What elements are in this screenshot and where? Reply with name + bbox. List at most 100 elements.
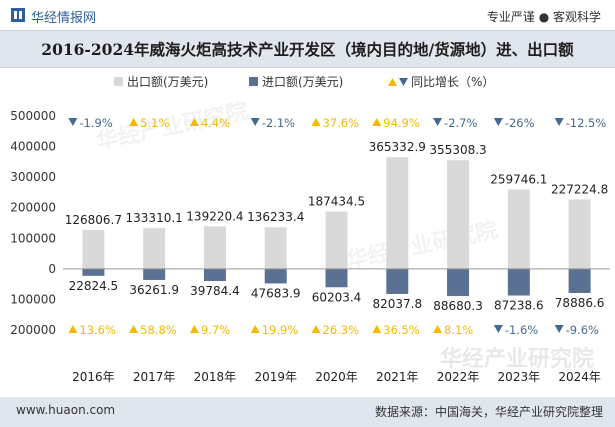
growth-indicator: -2.7% bbox=[433, 116, 477, 130]
export-value-label: 133310.1 bbox=[126, 211, 183, 225]
import-bar bbox=[264, 268, 287, 284]
growth-indicator: -1.6% bbox=[493, 323, 538, 337]
watermark-text: 华经产业研究院 bbox=[344, 217, 500, 274]
growth-indicator: 37.6% bbox=[311, 116, 359, 130]
growth-rows: -1.9% 13.6% 5.1% 58.8% 4.4% 9.7% -2.1% 19.9% 37.… bbox=[68, 116, 606, 337]
import-bar bbox=[143, 268, 166, 280]
up-triangle-icon bbox=[189, 325, 199, 333]
y-tick-label: 400000 bbox=[10, 140, 56, 154]
growth-indicator: 5.1% bbox=[129, 116, 169, 130]
import-value-label: 60203.4 bbox=[312, 290, 362, 304]
chart: 华经产业研究院 华经产业研究院 华经产业研究院 出口额(万美元) 进口额(万美元… bbox=[10, 75, 610, 384]
x-tick-label: 2024年 bbox=[558, 370, 601, 384]
growth-value: -12.5% bbox=[566, 116, 607, 130]
footer-bar: www.huaon.com 数据来源：中国海关，华经产业研究院整理 bbox=[0, 397, 615, 427]
legend-up-triangle-icon bbox=[388, 78, 397, 86]
legend-label-import: 进口额(万美元) bbox=[262, 75, 343, 89]
y-tick-label: 200000 bbox=[10, 323, 56, 337]
growth-indicator: -9.6% bbox=[554, 323, 599, 337]
up-triangle-icon bbox=[372, 325, 382, 333]
growth-value: -1.9% bbox=[79, 116, 112, 130]
import-bar bbox=[568, 268, 591, 293]
export-value-label: 126806.7 bbox=[65, 213, 122, 227]
up-triangle-icon bbox=[129, 325, 139, 333]
data-source: 数据来源：中国海关，华经产业研究院整理 bbox=[374, 405, 603, 419]
growth-value: -9.6% bbox=[566, 323, 599, 337]
up-triangle-icon bbox=[68, 325, 78, 333]
export-bar bbox=[203, 226, 226, 269]
legend-label-growth: 同比增长（%） bbox=[411, 75, 494, 89]
growth-indicator: 13.6% bbox=[68, 323, 116, 337]
up-triangle-icon bbox=[311, 118, 321, 126]
export-value-label: 139220.4 bbox=[186, 209, 243, 223]
export-value-label: 259746.1 bbox=[490, 172, 547, 186]
import-value-label: 47683.9 bbox=[251, 286, 301, 300]
y-tick-label: 100000 bbox=[10, 231, 56, 245]
growth-value: 26.3% bbox=[323, 323, 360, 337]
export-value-label: 136233.4 bbox=[247, 210, 304, 224]
import-value-label: 39784.4 bbox=[190, 284, 240, 298]
y-tick-label: 200000 bbox=[10, 201, 56, 215]
growth-value: 58.8% bbox=[140, 323, 177, 337]
export-value-label: 355308.3 bbox=[429, 143, 486, 157]
growth-value: 36.5% bbox=[383, 323, 420, 337]
down-triangle-icon bbox=[554, 118, 564, 126]
export-bar bbox=[568, 199, 591, 269]
import-value-label: 22824.5 bbox=[69, 279, 119, 293]
export-value-label: 365332.9 bbox=[369, 140, 426, 154]
export-bar bbox=[82, 230, 105, 269]
up-triangle-icon bbox=[372, 118, 382, 126]
y-tick-label: 300000 bbox=[10, 170, 56, 184]
growth-indicator: -12.5% bbox=[554, 116, 607, 130]
import-value-label: 36261.9 bbox=[129, 283, 179, 297]
up-triangle-icon bbox=[189, 118, 199, 126]
bar-series bbox=[82, 157, 591, 296]
import-bar bbox=[203, 268, 226, 282]
import-bar bbox=[82, 268, 105, 276]
x-tick-label: 2023年 bbox=[498, 370, 541, 384]
top-bar: 华经情报网 专业严谨 ● 客观科学 bbox=[0, 0, 615, 30]
legend-label-export: 出口额(万美元) bbox=[127, 75, 208, 89]
up-triangle-icon bbox=[129, 118, 139, 126]
y-tick-label: 0 bbox=[48, 262, 56, 276]
growth-value: 94.9% bbox=[383, 116, 420, 130]
export-bar bbox=[507, 189, 530, 269]
value-labels: 126806.7 22824.5 133310.1 36261.9 139220.4 39… bbox=[65, 140, 608, 313]
import-bar bbox=[447, 268, 470, 296]
chart-legend: 出口额(万美元) 进口额(万美元) 同比增长（%） bbox=[114, 75, 494, 89]
up-triangle-icon bbox=[311, 325, 321, 333]
growth-indicator: -1.9% bbox=[68, 116, 113, 130]
y-tick-label: 500000 bbox=[10, 109, 56, 123]
legend-down-triangle-icon bbox=[399, 78, 408, 86]
growth-value: 8.1% bbox=[444, 323, 473, 337]
x-tick-label: 2020年 bbox=[315, 370, 358, 384]
legend-swatch-import bbox=[249, 77, 258, 86]
down-triangle-icon bbox=[433, 118, 443, 126]
x-tick-label: 2021年 bbox=[376, 370, 419, 384]
growth-value: -1.6% bbox=[505, 323, 538, 337]
down-triangle-icon bbox=[554, 325, 564, 333]
growth-value: -26% bbox=[505, 116, 535, 130]
watermark-text: 华经产业研究院 bbox=[440, 346, 594, 372]
import-bar bbox=[386, 268, 409, 294]
export-bar bbox=[143, 228, 166, 269]
growth-indicator: 4.4% bbox=[189, 116, 230, 130]
down-triangle-icon bbox=[493, 325, 503, 333]
footer-url: www.huaon.com bbox=[16, 403, 116, 417]
growth-indicator: 94.9% bbox=[372, 116, 420, 130]
growth-indicator: 26.3% bbox=[311, 323, 360, 337]
export-bar bbox=[386, 157, 409, 269]
export-bar bbox=[447, 160, 470, 269]
growth-indicator: -26% bbox=[493, 116, 535, 130]
x-tick-label: 2022年 bbox=[437, 370, 480, 384]
x-tick-label: 2016年 bbox=[72, 370, 115, 384]
growth-value: 4.4% bbox=[201, 116, 230, 130]
growth-value: 19.9% bbox=[262, 323, 299, 337]
growth-indicator: 58.8% bbox=[129, 323, 177, 337]
import-value-label: 87238.6 bbox=[494, 299, 544, 313]
down-triangle-icon bbox=[250, 118, 260, 126]
x-tick-label: 2017年 bbox=[133, 370, 176, 384]
site-tagline: 专业严谨 ● 客观科学 bbox=[486, 10, 601, 24]
title-band: 2016-2024年威海火炬高技术产业开发区（境内目的地/货源地）进、出口额 bbox=[0, 30, 615, 68]
growth-value: 5.1% bbox=[140, 116, 169, 130]
